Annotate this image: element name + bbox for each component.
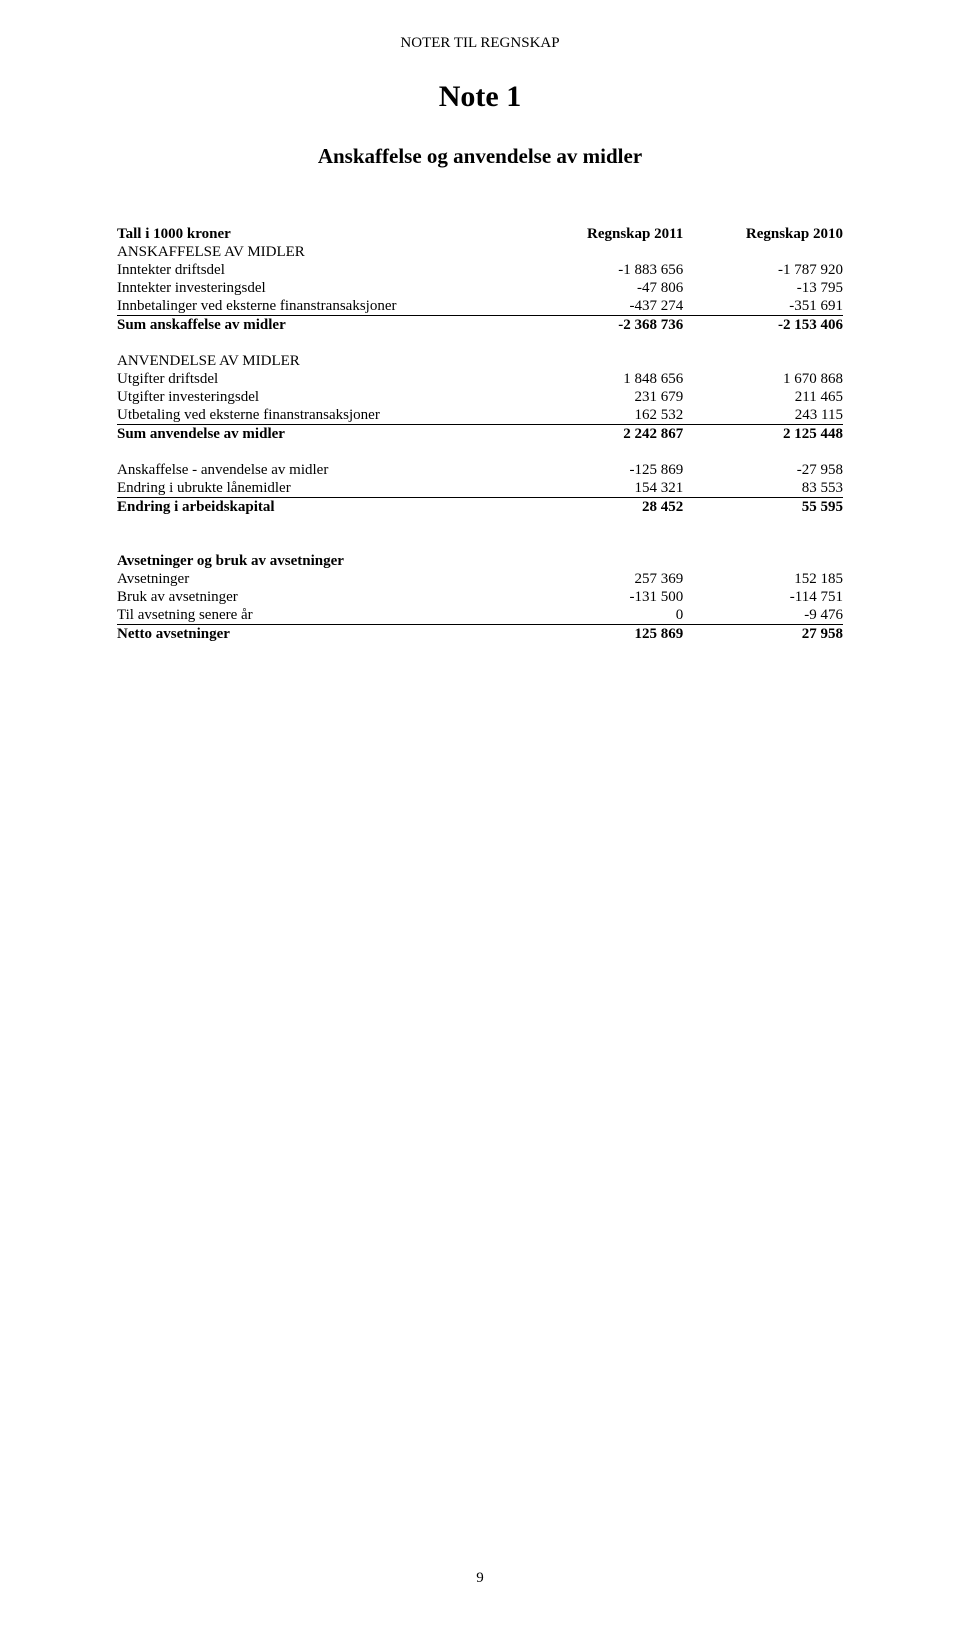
spacer-row: [117, 443, 843, 461]
table-row: Bruk av avsetninger -131 500 -114 751: [117, 588, 843, 606]
row-value: 125 869: [502, 625, 684, 644]
section-d-sum-row: Netto avsetninger 125 869 27 958: [117, 625, 843, 644]
row-label: Utbetaling ved eksterne finanstransaksjo…: [117, 406, 502, 425]
section-d-heading-row: Avsetninger og bruk av avsetninger: [117, 552, 843, 570]
section-d-heading: Avsetninger og bruk av avsetninger: [117, 552, 502, 570]
row-value: -27 958: [683, 461, 843, 479]
row-value: 152 185: [683, 570, 843, 588]
row-value: 2 125 448: [683, 425, 843, 444]
row-label: Endring i arbeidskapital: [117, 498, 502, 517]
row-label: Inntekter driftsdel: [117, 261, 502, 279]
row-label: Sum anvendelse av midler: [117, 425, 502, 444]
row-label: Netto avsetninger: [117, 625, 502, 644]
column-header-row: Tall i 1000 kroner Regnskap 2011 Regnska…: [117, 225, 843, 243]
row-value: 243 115: [683, 406, 843, 425]
row-value: 257 369: [502, 570, 684, 588]
row-label: Avsetninger: [117, 570, 502, 588]
section-a-heading: ANSKAFFELSE AV MIDLER: [117, 243, 502, 261]
row-value: -13 795: [683, 279, 843, 297]
section-b-sum-row: Sum anvendelse av midler 2 242 867 2 125…: [117, 425, 843, 444]
row-value: 154 321: [502, 479, 684, 498]
row-label: Sum anskaffelse av midler: [117, 316, 502, 335]
row-value: -1 883 656: [502, 261, 684, 279]
row-label: Innbetalinger ved eksterne finanstransak…: [117, 297, 502, 316]
row-value: -2 368 736: [502, 316, 684, 335]
section-a-sum-row: Sum anskaffelse av midler -2 368 736 -2 …: [117, 316, 843, 335]
row-value: 231 679: [502, 388, 684, 406]
col-header-2010: Regnskap 2010: [683, 225, 843, 243]
row-value: 83 553: [683, 479, 843, 498]
spacer-row: [117, 334, 843, 352]
table-row: Inntekter driftsdel -1 883 656 -1 787 92…: [117, 261, 843, 279]
table-row: Innbetalinger ved eksterne finanstransak…: [117, 297, 843, 316]
row-value: 162 532: [502, 406, 684, 425]
row-label: Til avsetning senere år: [117, 606, 502, 625]
row-label: Inntekter investeringsdel: [117, 279, 502, 297]
table-row: Utbetaling ved eksterne finanstransaksjo…: [117, 406, 843, 425]
row-value: 27 958: [683, 625, 843, 644]
row-label: Utgifter investeringsdel: [117, 388, 502, 406]
row-value: 211 465: [683, 388, 843, 406]
col-header-label: Tall i 1000 kroner: [117, 225, 502, 243]
table-row: Avsetninger 257 369 152 185: [117, 570, 843, 588]
row-value: -351 691: [683, 297, 843, 316]
page-title: Anskaffelse og anvendelse av midler: [117, 144, 843, 169]
row-value: 2 242 867: [502, 425, 684, 444]
col-header-2011: Regnskap 2011: [502, 225, 684, 243]
table-row: Endring i ubrukte lånemidler 154 321 83 …: [117, 479, 843, 498]
section-c-sum-row: Endring i arbeidskapital 28 452 55 595: [117, 498, 843, 517]
row-value: -1 787 920: [683, 261, 843, 279]
row-label: Utgifter driftsdel: [117, 370, 502, 388]
section-b-heading-row: ANVENDELSE AV MIDLER: [117, 352, 843, 370]
table-row: Utgifter driftsdel 1 848 656 1 670 868: [117, 370, 843, 388]
spacer-row: [117, 534, 843, 552]
row-value: 28 452: [502, 498, 684, 517]
row-value: -47 806: [502, 279, 684, 297]
row-label: Anskaffelse - anvendelse av midler: [117, 461, 502, 479]
section-b-heading: ANVENDELSE AV MIDLER: [117, 352, 502, 370]
section-a-heading-row: ANSKAFFELSE AV MIDLER: [117, 243, 843, 261]
row-value: 1 670 868: [683, 370, 843, 388]
row-label: Bruk av avsetninger: [117, 588, 502, 606]
table-row: Utgifter investeringsdel 231 679 211 465: [117, 388, 843, 406]
row-value: 55 595: [683, 498, 843, 517]
row-label: Endring i ubrukte lånemidler: [117, 479, 502, 498]
row-value: 0: [502, 606, 684, 625]
row-value: -125 869: [502, 461, 684, 479]
financial-table: Tall i 1000 kroner Regnskap 2011 Regnska…: [117, 225, 843, 643]
table-row: Til avsetning senere år 0 -9 476: [117, 606, 843, 625]
row-value: -437 274: [502, 297, 684, 316]
row-value: -2 153 406: [683, 316, 843, 335]
note-title: Note 1: [117, 80, 843, 114]
page-number: 9: [117, 1570, 843, 1587]
table-row: Inntekter investeringsdel -47 806 -13 79…: [117, 279, 843, 297]
row-value: -131 500: [502, 588, 684, 606]
table-row: Anskaffelse - anvendelse av midler -125 …: [117, 461, 843, 479]
row-value: 1 848 656: [502, 370, 684, 388]
row-value: -9 476: [683, 606, 843, 625]
row-value: -114 751: [683, 588, 843, 606]
spacer-row: [117, 516, 843, 534]
document-header: NOTER TIL REGNSKAP: [117, 35, 843, 52]
page: NOTER TIL REGNSKAP Note 1 Anskaffelse og…: [0, 0, 960, 1648]
